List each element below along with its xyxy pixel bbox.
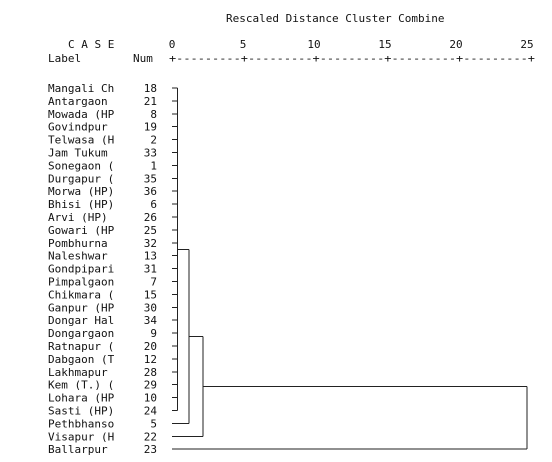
case-num: 29 <box>144 379 157 392</box>
case-num: 12 <box>144 353 157 366</box>
case-label: Jam Tukum <box>48 147 108 160</box>
case-label: Chikmara ( <box>48 288 114 301</box>
axis-tick-label-1: 5 <box>240 38 247 51</box>
case-num: 34 <box>144 314 158 327</box>
case-label: Mangali Ch <box>48 82 114 95</box>
case-label: Govindpur <box>48 121 108 134</box>
case-num: 23 <box>144 443 157 456</box>
case-num: 31 <box>144 263 157 276</box>
case-label: Naleshwar <box>48 250 108 263</box>
case-num: 8 <box>150 108 157 121</box>
case-num: 18 <box>144 82 157 95</box>
case-num: 28 <box>144 366 157 379</box>
case-label: Antargaon <box>48 95 108 108</box>
case-num: 24 <box>144 405 158 418</box>
dendrogram-links <box>172 87 528 450</box>
case-label: Gowari (HP <box>48 224 115 237</box>
label-header: Label <box>48 52 81 65</box>
case-num: 5 <box>150 417 157 430</box>
case-label: Visapur (H <box>48 430 114 443</box>
case-label: Dabgaon (T <box>48 353 115 366</box>
case-label: Pethbhanso <box>48 417 114 430</box>
case-num: 2 <box>150 134 157 147</box>
case-label: Ratnapur ( <box>48 340 114 353</box>
case-num: 6 <box>150 198 157 211</box>
case-label: Dongar Hal <box>48 314 114 327</box>
case-label: Ballarpur <box>48 443 108 456</box>
axis-tick-label-5: 25 <box>520 38 533 51</box>
chart-title: Rescaled Distance Cluster Combine <box>226 12 445 25</box>
case-num: 35 <box>144 172 157 185</box>
case-num: 15 <box>144 288 157 301</box>
case-num: 25 <box>144 224 157 237</box>
case-num: 26 <box>144 211 157 224</box>
case-label: Arvi (HP) <box>48 211 108 224</box>
case-label: Pombhurna <box>48 237 108 250</box>
case-header: C A S E <box>68 38 114 51</box>
case-label: Gondpipari <box>48 263 114 276</box>
axis-tick-labels: 0 5 10 15 20 25 <box>169 38 534 51</box>
case-label: Ganpur (HP <box>48 301 115 314</box>
case-num: 1 <box>150 159 157 172</box>
case-num: 36 <box>144 185 157 198</box>
case-label: Durgapur ( <box>48 172 114 185</box>
case-num: 30 <box>144 301 157 314</box>
axis-tick-label-0: 0 <box>169 38 176 51</box>
case-num: 10 <box>144 392 157 405</box>
case-label: Pimpalgaon <box>48 276 114 289</box>
case-num: 9 <box>150 327 157 340</box>
case-label: Telwasa (H <box>48 134 114 147</box>
axis-ruler: +---------+---------+---------+---------… <box>169 52 535 65</box>
num-header: Num <box>133 52 153 65</box>
axis-tick-label-3: 15 <box>378 38 391 51</box>
case-label: Dongargaon <box>48 327 114 340</box>
case-label: Lohara (HP <box>48 392 115 405</box>
case-num: 7 <box>150 276 157 289</box>
case-label: Kem (T.) ( <box>48 379 114 392</box>
axis-tick-label-2: 10 <box>307 38 320 51</box>
case-num: 20 <box>144 340 157 353</box>
case-num: 33 <box>144 147 157 160</box>
case-num: 19 <box>144 121 157 134</box>
case-label: Bhisi (HP) <box>48 198 114 211</box>
case-label: Sasti (HP) <box>48 405 114 418</box>
case-num: 32 <box>144 237 157 250</box>
case-label: Mowada (HP <box>48 108 115 121</box>
case-num: 13 <box>144 250 157 263</box>
case-label: Morwa (HP) <box>48 185 114 198</box>
case-num: 21 <box>144 95 157 108</box>
case-label: Lakhmapur <box>48 366 108 379</box>
case-label: Sonegaon ( <box>48 159 114 172</box>
axis-tick-label-4: 20 <box>449 38 462 51</box>
case-num: 22 <box>144 430 157 443</box>
